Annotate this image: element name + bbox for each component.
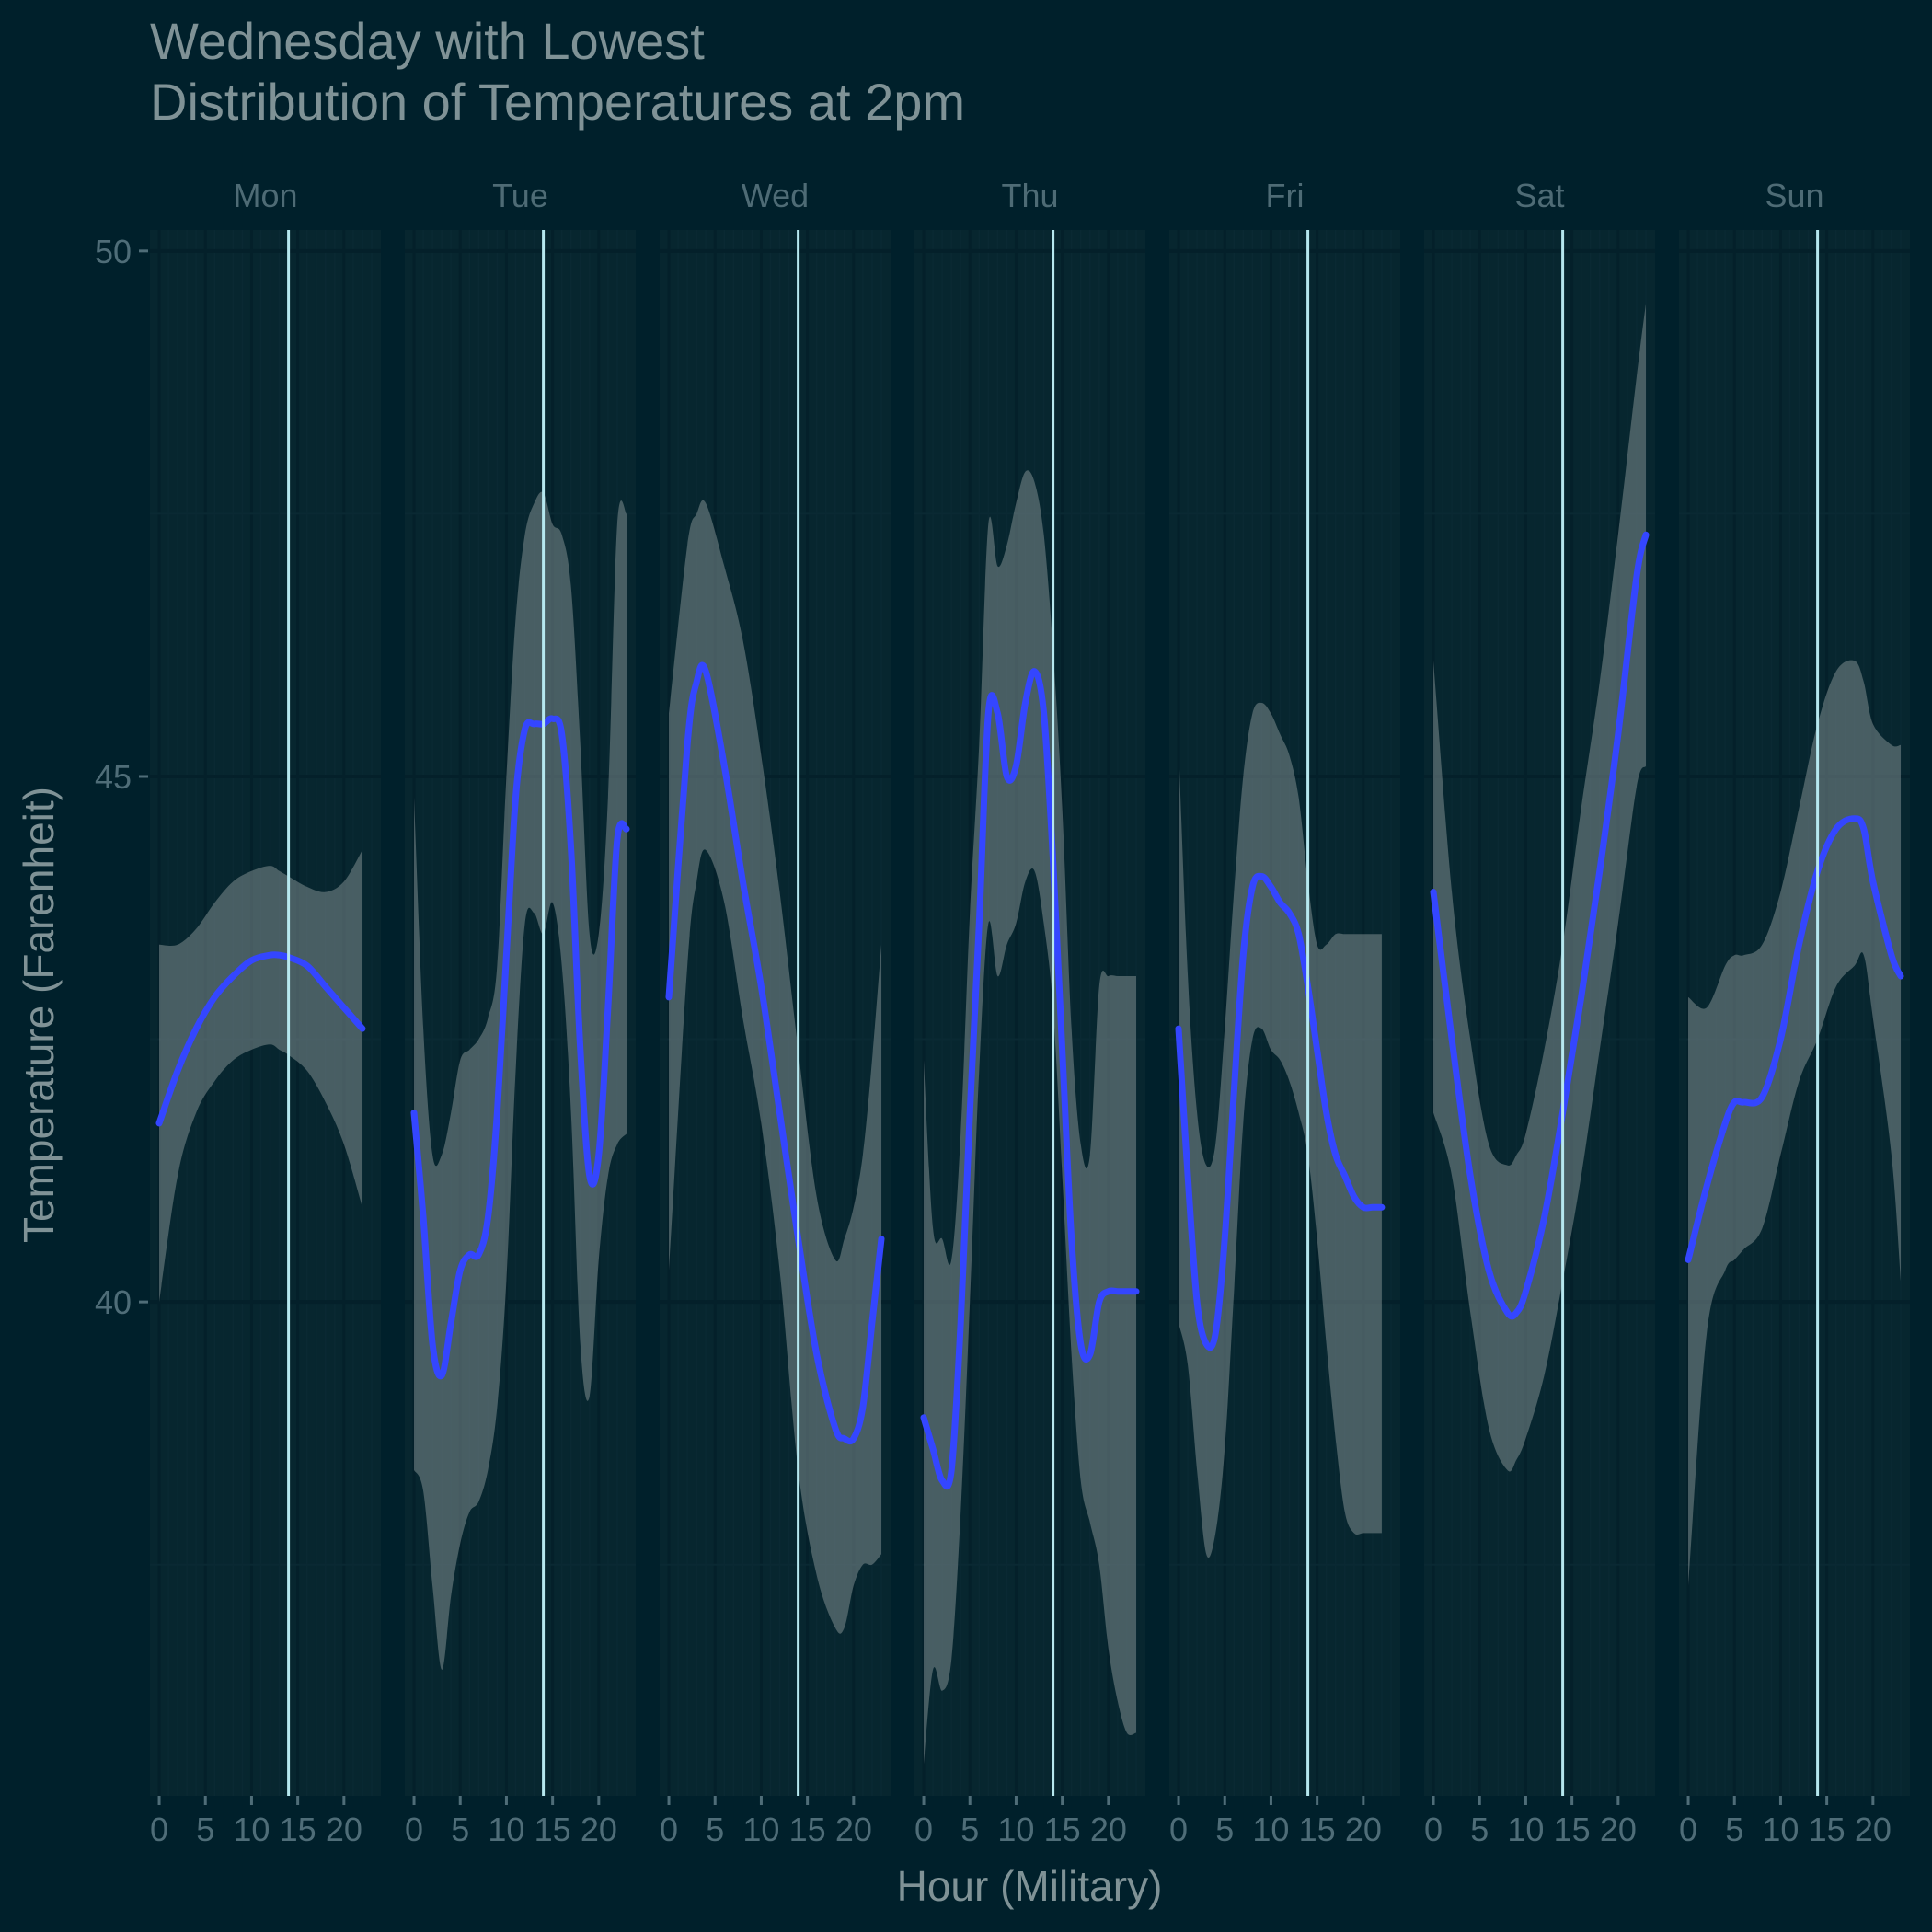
x-tick-label: 0	[405, 1811, 423, 1848]
facet-label-sun: Sun	[1765, 177, 1823, 214]
x-tick-label: 20	[326, 1811, 362, 1848]
x-tick-label: 20	[835, 1811, 872, 1848]
x-tick-label: 10	[233, 1811, 270, 1848]
x-tick-label: 5	[451, 1811, 469, 1848]
x-tick-label: 5	[960, 1811, 979, 1848]
series-line-sun	[1685, 815, 1904, 1263]
confidence-ribbon-fri	[1179, 702, 1382, 1558]
x-tick-label: 5	[706, 1811, 724, 1848]
series-line-mon	[155, 951, 366, 1127]
x-tick-label: 10	[1762, 1811, 1799, 1848]
confidence-ribbon-sat	[1433, 304, 1646, 1472]
facet-label-sat: Sat	[1514, 177, 1564, 214]
x-tick-label: 0	[1679, 1811, 1697, 1848]
x-tick-label: 0	[660, 1811, 678, 1848]
x-tick-label: 15	[1809, 1811, 1846, 1848]
x-tick-label: 20	[1600, 1811, 1637, 1848]
y-axis: 40 45 50	[95, 233, 148, 1321]
x-tick-label: 10	[742, 1811, 779, 1848]
x-tick-label: 5	[1725, 1811, 1743, 1848]
x-tick-label: 15	[1299, 1811, 1336, 1848]
x-tick-label: 15	[789, 1811, 826, 1848]
facet-panel-sat: Sat 0 5 10 15 20	[1424, 177, 1655, 1848]
facet-panel-fri: Fri 0 5 10 15 20	[1169, 177, 1400, 1848]
x-tick-label: 0	[150, 1811, 168, 1848]
facet-label-tue: Tue	[492, 177, 548, 214]
y-tick-label: 40	[95, 1283, 132, 1321]
confidence-ribbon-mon	[159, 849, 362, 1303]
x-tick-label: 20	[1345, 1811, 1382, 1848]
y-tick-label: 50	[95, 233, 132, 270]
x-tick-label: 0	[1169, 1811, 1188, 1848]
series-line-fri	[1175, 872, 1386, 1351]
x-tick-label: 15	[280, 1811, 316, 1848]
x-tick-label: 20	[1090, 1811, 1127, 1848]
x-tick-label: 0	[914, 1811, 933, 1848]
facet-label-mon: Mon	[233, 177, 297, 214]
x-tick-label: 15	[1044, 1811, 1081, 1848]
x-tick-label: 10	[1507, 1811, 1544, 1848]
series-line-wed	[665, 661, 885, 1445]
x-tick-label: 0	[1424, 1811, 1443, 1848]
chart-title-line-1: Wednesday with Lowest	[150, 12, 705, 70]
x-axis-label: Hour (Military)	[897, 1862, 1163, 1910]
x-tick-label: 5	[1215, 1811, 1234, 1848]
facet-panel-tue: Tue 0 5 10 15 20	[405, 177, 636, 1848]
facet-panel-sun: Sun 0 5 10 15 20	[1679, 177, 1910, 1848]
y-tick-label: 45	[95, 758, 132, 796]
confidence-ribbon-sun	[1688, 660, 1901, 1586]
facet-label-thu: Thu	[1001, 177, 1058, 214]
x-tick-label: 20	[1855, 1811, 1892, 1848]
x-tick-label: 5	[1470, 1811, 1489, 1848]
chart-title-line-2: Distribution of Temperatures at 2pm	[150, 73, 965, 131]
x-tick-label: 10	[997, 1811, 1034, 1848]
y-axis-label: Temperature (Farenheit)	[15, 787, 63, 1243]
confidence-ribbon-thu	[924, 470, 1136, 1765]
x-tick-label: 15	[535, 1811, 571, 1848]
series-line-sat	[1430, 531, 1650, 1320]
confidence-ribbon-tue	[414, 491, 627, 1670]
x-tick-label: 10	[1252, 1811, 1289, 1848]
x-tick-label: 20	[581, 1811, 617, 1848]
series-line-thu	[920, 668, 1140, 1490]
x-tick-label: 15	[1554, 1811, 1591, 1848]
facet-panel-wed: Wed 0 5 10 15 20	[660, 177, 891, 1848]
facet-panel-mon: Mon 0 5 10 15 20	[150, 177, 381, 1848]
facet-label-wed: Wed	[742, 177, 809, 214]
facet-panel-thu: Thu 0 5 10 15 20	[914, 177, 1145, 1848]
x-tick-label: 10	[488, 1811, 524, 1848]
series-line-tue	[410, 715, 630, 1380]
x-tick-label: 5	[196, 1811, 214, 1848]
facet-label-fri: Fri	[1266, 177, 1305, 214]
